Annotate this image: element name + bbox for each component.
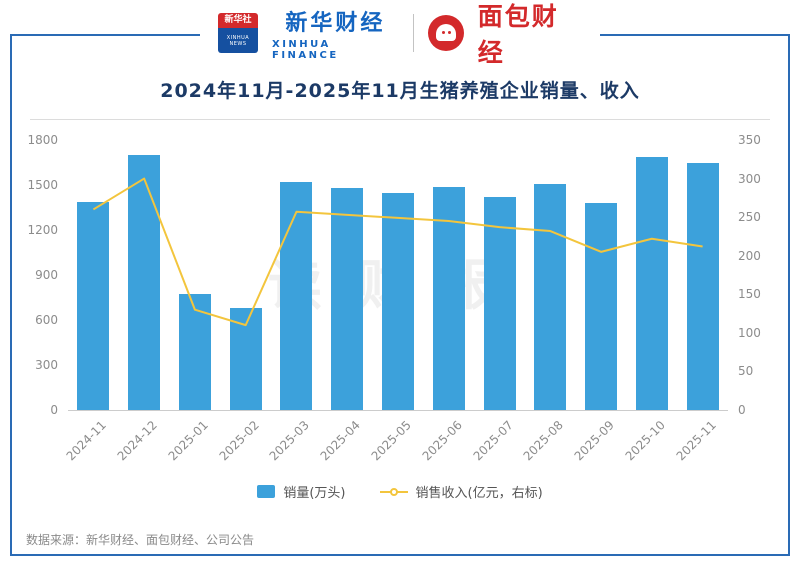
- x-axis-label: 2025-04: [317, 418, 364, 464]
- x-axis-label: 2025-03: [266, 418, 313, 464]
- combo-chart: 读财报0300600900120015001800050100150200250…: [20, 130, 780, 480]
- chart-title: 2024年11月-2025年11月生猪养殖企业销量、收入: [30, 76, 770, 120]
- y-axis-left-label: 1500: [27, 178, 58, 192]
- y-axis-left-label: 900: [35, 268, 58, 282]
- revenue-line: [92, 177, 703, 327]
- revenue-line-series: [92, 177, 703, 327]
- xinhua-agency-logo-cn: 新华社: [218, 13, 258, 28]
- bar-2025-09: [585, 203, 618, 410]
- xinhua-finance-brand-en: XINHUA FINANCE: [272, 39, 339, 61]
- x-axis-label: 2025-09: [571, 418, 617, 464]
- x-axis-label: 2025-06: [419, 418, 465, 464]
- legend-label-sales-volume: 销量(万头): [283, 486, 346, 501]
- bar-2025-08: [534, 183, 567, 410]
- bar-2025-04: [331, 188, 364, 410]
- header-divider: [412, 14, 414, 52]
- line-swatch-icon: [379, 487, 408, 496]
- xinhua-agency-logo: 新华社 XINHUA NEWS: [218, 13, 258, 53]
- y-axis-left-label: 0: [50, 403, 58, 417]
- y-axis-left-label: 1800: [27, 133, 58, 147]
- xinhua-finance-brand-cn: 新华财经: [285, 11, 386, 36]
- x-axis-label: 2025-08: [520, 418, 567, 464]
- bar-2024-12: [128, 155, 161, 410]
- y-axis-right-label: 350: [738, 133, 761, 147]
- x-axis-label: 2024-11: [63, 418, 110, 464]
- bar-2025-07: [483, 197, 516, 410]
- bar-2024-11: [77, 201, 110, 410]
- y-axis-left-label: 600: [35, 313, 58, 327]
- y-axis-right-label: 0: [738, 403, 746, 417]
- bar-2025-06: [432, 186, 465, 410]
- data-source-note: 数据来源：新华财经、面包财经、公司公告: [26, 533, 255, 547]
- x-axis-label: 2025-01: [165, 418, 211, 464]
- y-axis-right-label: 200: [738, 248, 761, 263]
- x-axis-label: 2024-12: [114, 418, 161, 464]
- y-axis-right-label: 150: [738, 287, 761, 302]
- x-axis-label: 2025-02: [216, 418, 262, 464]
- breadfinance-logo-icon: [427, 15, 464, 51]
- y-axis-left-label: 1200: [27, 223, 58, 237]
- line-marker-icon: [389, 487, 398, 496]
- bar-2025-10: [635, 156, 668, 410]
- x-axis-label: 2025-10: [622, 418, 668, 464]
- bar-2025-05: [382, 192, 414, 410]
- xinhua-finance-brand: 新华财经 XINHUA FINANCE: [272, 5, 399, 61]
- y-axis-right-label: 100: [738, 325, 761, 340]
- bar-swatch-icon: [257, 485, 276, 498]
- legend-label-revenue: 销售收入(亿元，右标): [415, 486, 543, 501]
- xinhua-agency-logo-en: XINHUA NEWS: [218, 28, 258, 53]
- x-axis-label: 2025-07: [470, 418, 516, 464]
- y-axis-right-label: 300: [738, 171, 761, 186]
- y-axis-right-label: 250: [738, 210, 761, 225]
- y-axis-left-label: 300: [35, 358, 58, 372]
- x-axis-line: [68, 410, 728, 411]
- y-axis-right-label: 50: [738, 364, 754, 379]
- legend-item-sales-volume: 销量(万头): [257, 482, 346, 501]
- legend-item-revenue: 销售收入(亿元，右标): [379, 482, 543, 501]
- header: 新华社 XINHUA NEWS 新华财经 XINHUA FINANCE 面包财经: [200, 2, 600, 67]
- x-axis-label: 2025-11: [673, 418, 719, 464]
- breadfinance-brand: 面包财经: [477, 2, 559, 67]
- bar-2025-11: [686, 163, 719, 410]
- chart-legend: 销量(万头) 销售收入(亿元，右标): [0, 482, 800, 501]
- bar-2025-03: [280, 182, 313, 410]
- x-axis-label: 2025-05: [368, 418, 414, 464]
